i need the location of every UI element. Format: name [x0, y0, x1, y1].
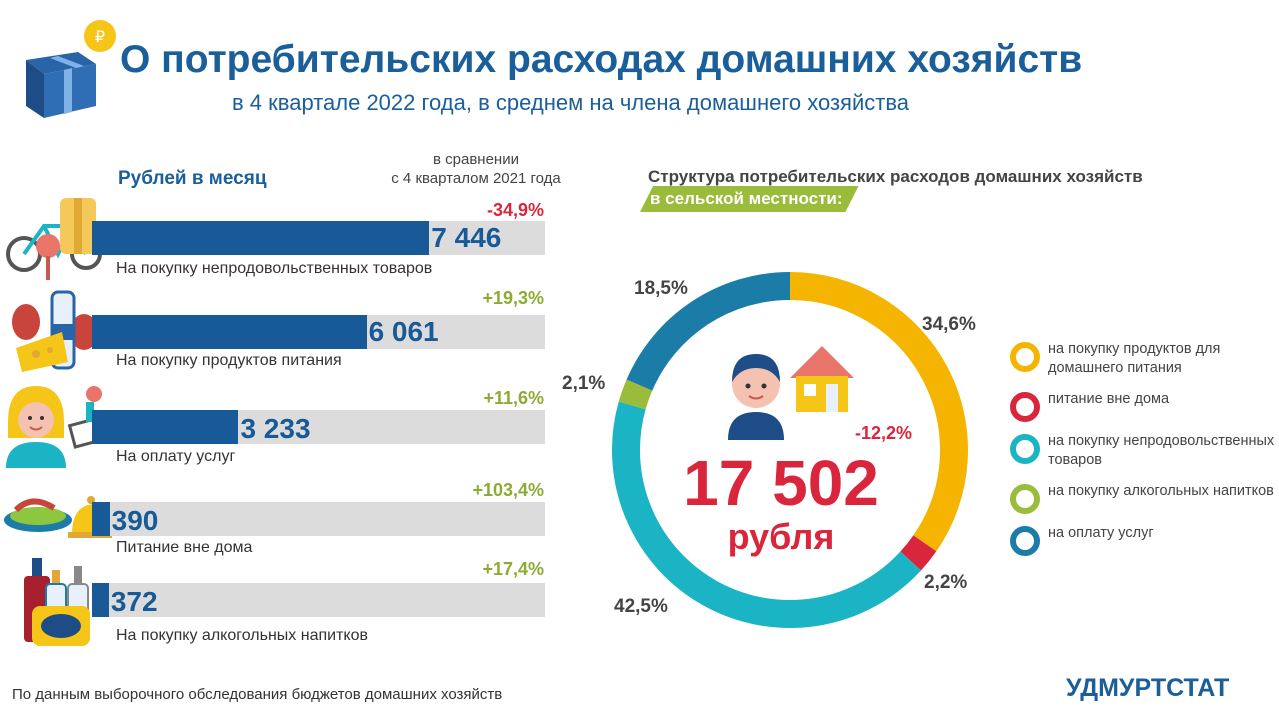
bottles-icon	[24, 558, 90, 646]
bar-track	[92, 583, 545, 617]
donut-slice	[612, 401, 921, 628]
bar-change-label: +11,6%	[483, 388, 544, 408]
bar-category-label: На оплату услуг	[116, 448, 236, 465]
slice-label: 18,5%	[634, 278, 688, 299]
bar-row-services: 3 233 +11,6% На оплату услуг	[0, 382, 600, 472]
comparison-note-line2: с 4 кварталом 2021 года	[391, 170, 561, 187]
donut-slice	[618, 379, 653, 410]
legend-item: на оплату услуг	[1010, 524, 1275, 556]
slice-label: 34,6%	[922, 314, 976, 335]
bar-category-label: На покупку продуктов питания	[116, 352, 342, 369]
legend-item: питание вне дома	[1010, 390, 1275, 422]
bar-category-label: Питание вне дома	[116, 539, 253, 556]
page-subtitle: в 4 квартале 2022 года, в среднем на чле…	[232, 90, 910, 115]
donut-chart-heading: Структура потребительских расходов домаш…	[648, 167, 1143, 186]
legend-ring-icon	[1010, 434, 1040, 464]
plate-dishes-icon	[4, 496, 112, 538]
legend-ring-icon	[1010, 342, 1040, 372]
bar-change-label: +103,4%	[472, 480, 544, 500]
bar-row-alcohol: 372 +17,4% На покупку алкогольных напитк…	[0, 556, 600, 646]
person-services-icon	[6, 386, 102, 468]
food-products-icon	[12, 290, 98, 372]
legend-label: питание вне дома	[1048, 391, 1170, 407]
bar-value-label: 390	[111, 505, 159, 536]
comparison-note-line1: в сравнении	[433, 151, 519, 168]
donut-slice	[900, 535, 937, 571]
legend-label: на покупку алкогольных напитков	[1048, 483, 1274, 499]
gift-box-icon: ₽	[26, 20, 116, 118]
total-unit: рубля	[727, 516, 835, 557]
bar-row-food: 6 061 +19,3% На покупку продуктов питани…	[0, 288, 600, 378]
bicycle-clothes-icon	[6, 198, 102, 280]
legend-ring-icon	[1010, 526, 1040, 556]
legend-label: на покупку непродовольственных товаров	[1048, 433, 1275, 468]
bar-fill	[92, 315, 367, 349]
bar-value-label: 6 061	[368, 316, 439, 347]
bar-value-label: 3 233	[240, 413, 311, 444]
slice-label: 2,2%	[924, 572, 968, 593]
source-note: По данным выборочного обследования бюдже…	[12, 686, 503, 703]
bar-fill	[92, 583, 109, 617]
donut-legend: на покупку продуктов для домашнего питан…	[1010, 340, 1275, 566]
bar-value-label: 372	[110, 586, 158, 617]
bar-fill	[92, 502, 110, 536]
slice-label: 42,5%	[614, 596, 668, 617]
organization-logo-text: УДМУРТСТАТ	[1066, 674, 1230, 702]
legend-item: на покупку продуктов для домашнего питан…	[1010, 340, 1275, 378]
bar-track	[92, 502, 545, 536]
bar-change-label: -34,9%	[486, 200, 544, 220]
bar-row-eating-out: 390 +103,4% Питание вне дома	[0, 474, 600, 564]
bar-fill	[92, 410, 239, 444]
legend-ring-icon	[1010, 484, 1040, 514]
legend-item: на покупку непродовольственных товаров	[1010, 432, 1275, 470]
legend-label: на оплату услуг	[1048, 525, 1154, 541]
svg-text:₽: ₽	[95, 27, 105, 46]
slice-label: 2,1%	[562, 373, 606, 394]
rural-area-tag: в сельской местности:	[640, 186, 859, 212]
person-house-icon	[728, 346, 854, 440]
donut-slice	[626, 272, 791, 391]
legend-ring-icon	[1010, 392, 1040, 422]
donut-chart	[612, 272, 968, 628]
bar-value-label: 7 446	[431, 222, 502, 253]
bar-change-label: +19,3%	[482, 288, 544, 308]
legend-label: на покупку продуктов для домашнего питан…	[1048, 341, 1221, 376]
page-title: О потребительских расходах домашних хозя…	[120, 38, 1083, 81]
total-amount: 17 502	[683, 447, 879, 519]
bar-category-label: На покупку непродовольственных товаров	[116, 260, 433, 277]
bar-category-label: На покупку алкогольных напитков	[116, 627, 368, 644]
legend-item: на покупку алкогольных напитков	[1010, 482, 1275, 514]
comparison-note: в сравнении с 4 кварталом 2021 года	[360, 150, 592, 188]
bar-fill	[92, 221, 430, 255]
bar-row-nonfood: 7 446 -34,9% На покупку непродовольствен…	[0, 196, 600, 286]
total-change: -12,2%	[855, 423, 913, 443]
donut-slice	[789, 272, 968, 552]
bar-change-label: +17,4%	[482, 559, 544, 579]
bar-chart-heading: Рублей в месяц	[118, 168, 267, 189]
